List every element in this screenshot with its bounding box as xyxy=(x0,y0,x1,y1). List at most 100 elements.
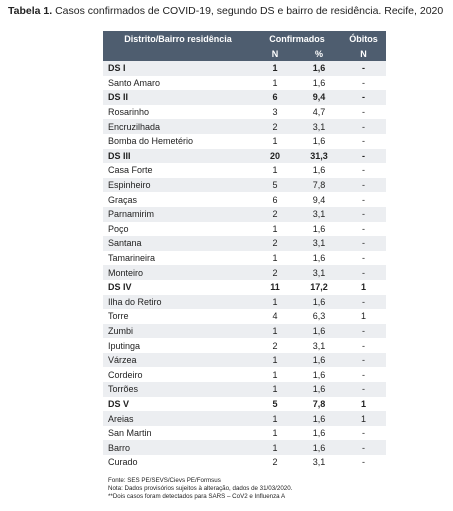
bairro-row: Santo Amaro 1 1,6 - xyxy=(103,76,386,91)
cell: 6 xyxy=(272,194,278,205)
cell: 4 xyxy=(272,311,278,322)
row-label: Casa Forte xyxy=(108,165,153,176)
cell: 1,6 xyxy=(297,323,341,339)
bairro-row: Tamarineira 1 1,6 - xyxy=(103,251,386,266)
bairro-row: Ilha do Retiro 1 1,6- xyxy=(103,294,386,310)
row-label: Várzea xyxy=(103,352,253,368)
cell: - xyxy=(341,148,386,164)
bairro-row: Santana 2 3,1- xyxy=(103,236,386,251)
bairro-row: Torrões 1 1,6- xyxy=(103,382,386,397)
cell: 11 xyxy=(270,282,280,293)
row-label: Ilha do Retiro xyxy=(103,294,253,310)
cell: 2 xyxy=(253,119,297,134)
cell: 1,6 xyxy=(312,136,326,147)
row-label: Barro xyxy=(103,440,253,456)
cell: 5 xyxy=(253,177,297,193)
cell: 2 xyxy=(253,265,297,280)
cell: 2 xyxy=(272,457,278,468)
cell: 1 xyxy=(272,77,278,88)
row-label: San Martin xyxy=(108,428,152,439)
cell: - xyxy=(362,340,365,351)
row-label: Monteiro xyxy=(103,265,253,280)
cell: 1 xyxy=(272,165,278,176)
row-label: Torrões xyxy=(103,382,253,397)
cell: 3,1 xyxy=(297,236,341,251)
bairro-row: Zumbi 1 1,6- xyxy=(103,323,386,339)
cell: 1,6 xyxy=(312,369,326,380)
row-label: DS IV xyxy=(108,282,132,293)
bairro-row: Casa Forte 1 1,6 - xyxy=(103,163,386,178)
cell: 4,7 xyxy=(312,107,326,118)
bairro-row: Torre 4 6,3 1 xyxy=(103,309,386,324)
header-cell: Óbitos xyxy=(341,31,386,46)
header-cell: % xyxy=(297,46,341,61)
cell: 1,6 xyxy=(312,165,326,176)
cell: - xyxy=(341,236,386,251)
district-row: DS II 6 9,4- xyxy=(103,90,386,105)
header-row: Distrito/Bairro residência Confirmados Ó… xyxy=(103,31,386,46)
row-label: Areias xyxy=(103,411,253,426)
cell: - xyxy=(362,77,365,88)
cell: 3,1 xyxy=(297,206,341,222)
cell: 1,6 xyxy=(297,294,341,310)
note: Fonte: SES PE/SEVS/Cievs PE/Formsus xyxy=(108,477,221,484)
district-row: DS I 1 1,6- xyxy=(103,61,386,76)
cell: 6,3 xyxy=(312,311,326,322)
cell: 3,1 xyxy=(297,119,341,134)
bairro-row: Espinheiro 5 7,8- xyxy=(103,177,386,193)
cell: 1,6 xyxy=(297,61,341,76)
cell: 3,1 xyxy=(312,457,326,468)
header-cell: N xyxy=(253,46,297,61)
cell: - xyxy=(341,352,386,368)
district-row: DS III 20 31,3- xyxy=(103,148,386,164)
cell: 1,6 xyxy=(297,440,341,456)
cell: 2 xyxy=(253,236,297,251)
cell: - xyxy=(341,177,386,193)
cell: 31,3 xyxy=(297,148,341,164)
cell: 7,8 xyxy=(297,177,341,193)
cell: 1 xyxy=(253,411,297,426)
row-label: Bomba do Hemetério xyxy=(108,136,194,147)
cell: 3 xyxy=(272,107,278,118)
row-label: Encruzilhada xyxy=(103,119,253,134)
cell: 1 xyxy=(341,411,386,426)
row-label: Iputinga xyxy=(108,340,141,351)
cell: - xyxy=(341,440,386,456)
cell: 1,6 xyxy=(312,77,326,88)
cell: 7,8 xyxy=(312,398,326,409)
cell: - xyxy=(341,119,386,134)
cell: 9,4 xyxy=(312,194,326,205)
cell: - xyxy=(362,253,365,264)
cell: 1,6 xyxy=(312,223,326,234)
row-label: Rosarinho xyxy=(108,107,150,118)
row-label: DS I xyxy=(103,61,253,76)
cell: 20 xyxy=(253,148,297,164)
bairro-row: Barro 1 1,6- xyxy=(103,440,386,456)
cell: 1 xyxy=(360,282,366,293)
cell: 1 xyxy=(253,440,297,456)
cell: 1 xyxy=(253,382,297,397)
cell: 1,6 xyxy=(297,411,341,426)
note: Nota: Dados provisórios sujeitos à alter… xyxy=(108,485,293,492)
cell: - xyxy=(362,165,365,176)
bairro-row: Rosarinho 3 4,7 - xyxy=(103,105,386,120)
cell: 1 xyxy=(253,352,297,368)
cell: 1 xyxy=(253,61,297,76)
row-label: DS II xyxy=(103,90,253,105)
cell: - xyxy=(341,206,386,222)
subheader-row: N % N xyxy=(103,46,386,61)
title: Tabela 1. Casos confirmados de COVID-19,… xyxy=(8,5,443,17)
cell: 1,6 xyxy=(297,352,341,368)
row-label: Parnamirim xyxy=(103,206,253,222)
cell: 2 xyxy=(253,206,297,222)
district-row: DS V 5 7,8 1 xyxy=(103,397,386,412)
district-row: DS IV 11 17,2 1 xyxy=(103,280,386,295)
cell: 3,1 xyxy=(297,265,341,280)
table-label: Tabela 1. xyxy=(8,5,53,17)
header-cell: Distrito/Bairro residência xyxy=(103,31,253,46)
cell: - xyxy=(341,323,386,339)
cell: - xyxy=(341,382,386,397)
cell: 1 xyxy=(360,311,366,322)
row-label: Torre xyxy=(108,311,129,322)
cell: - xyxy=(362,457,365,468)
